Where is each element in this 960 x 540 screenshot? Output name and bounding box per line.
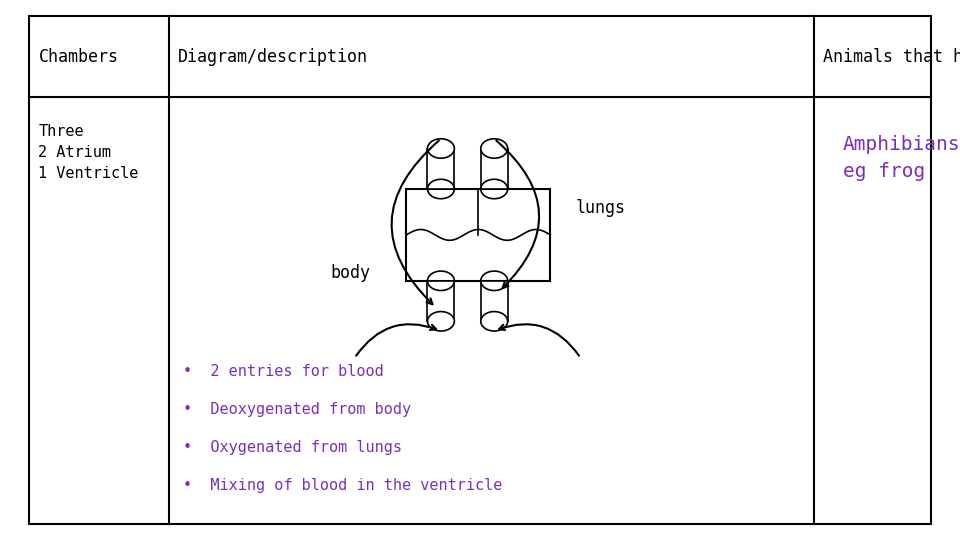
Text: lungs: lungs <box>576 199 626 217</box>
Ellipse shape <box>427 312 454 331</box>
Text: Chambers: Chambers <box>38 48 118 66</box>
Text: •  Oxygenated from lungs: • Oxygenated from lungs <box>183 440 402 455</box>
Ellipse shape <box>481 139 508 158</box>
Text: •  2 entries for blood: • 2 entries for blood <box>183 364 384 379</box>
Text: Three
2 Atrium
1 Ventricle: Three 2 Atrium 1 Ventricle <box>38 124 139 181</box>
Bar <box>481 281 508 321</box>
Bar <box>406 189 550 281</box>
Text: •  Deoxygenated from body: • Deoxygenated from body <box>183 402 411 417</box>
Ellipse shape <box>481 312 508 331</box>
Bar <box>481 148 508 189</box>
Text: Amphibians
eg frog: Amphibians eg frog <box>843 135 960 181</box>
Text: Animals that have: Animals that have <box>824 48 960 66</box>
Bar <box>427 281 454 321</box>
Text: •  Mixing of blood in the ventricle: • Mixing of blood in the ventricle <box>183 478 502 493</box>
Text: Diagram/description: Diagram/description <box>179 48 369 66</box>
Text: body: body <box>330 264 371 282</box>
Ellipse shape <box>427 139 454 158</box>
Bar <box>427 148 454 189</box>
